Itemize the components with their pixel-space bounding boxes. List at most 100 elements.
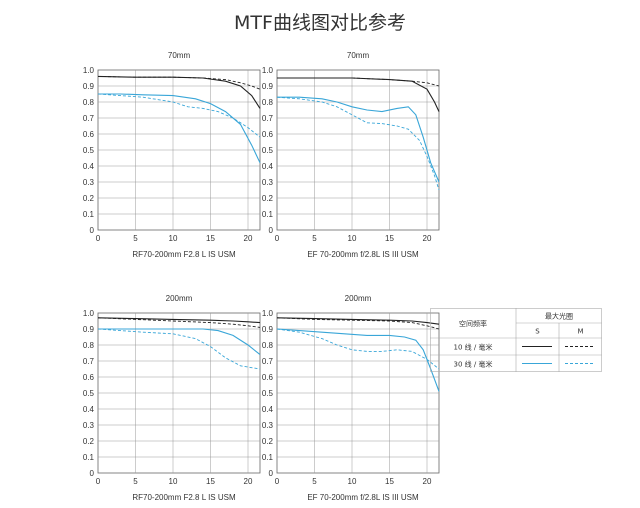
series-line-30lp-s xyxy=(98,328,261,356)
y-tick-label: 0.6 xyxy=(262,130,274,139)
mtf-chart-ef-70mm: 70mm 0 0.1 0.2 0.3 0.4 0.5 0.6 0.7 0.8 0.9 1.0 0 5 10 1… xyxy=(257,48,449,259)
chart-title: 200mm xyxy=(166,294,193,303)
x-tick-label: 5 xyxy=(312,477,317,486)
mtf-chart-rf-200mm: 200mm 0 0.1 0.2 0.3 0.4 0.5 0.6 0.7 0.8 0.9 1.0 0 5 10… xyxy=(78,291,270,502)
y-tick-label: 0.7 xyxy=(83,114,95,123)
mtf-chart-ef-200mm: 200mm 0 0.1 0.2 0.3 0.4 0.5 0.6 0.7 0.8 0.9 1.0 0 5 10… xyxy=(257,291,449,502)
series-line-10lp-s xyxy=(277,77,440,112)
y-tick-label: 0.4 xyxy=(83,162,95,171)
y-tick-label: 0.5 xyxy=(83,389,95,398)
series-line-30lp-s xyxy=(98,93,261,164)
y-tick-label: 0.8 xyxy=(83,98,95,107)
series-line-10lp-s xyxy=(276,317,440,325)
chart-caption: EF 70-200mm f/2.8L IS III USM xyxy=(307,250,419,259)
y-tick-label: 0 xyxy=(90,469,95,478)
mtf-chart-svg: 200mm 0 0.1 0.2 0.3 0.4 0.5 0.6 0.7 0.8 0.9 1.0 0 5 10… xyxy=(83,294,261,502)
y-tick-label: 0.9 xyxy=(262,82,274,91)
x-tick-label: 5 xyxy=(133,477,138,486)
y-tick-label: 0.3 xyxy=(83,421,95,430)
y-tick-label: 1.0 xyxy=(83,309,95,318)
legend-row-30lp: 30 线 / 毫米 xyxy=(454,360,493,369)
series-line-10lp-m xyxy=(97,75,261,90)
legend-table: 空间频率 最大光圈 S M 10 线 / 毫米 30 线 / 毫米 xyxy=(430,308,602,372)
series-line-10lp-m xyxy=(97,317,261,328)
page-title: MTF曲线图对比参考 xyxy=(234,12,406,34)
series-line-10lp-s xyxy=(97,75,261,109)
y-tick-label: 0 xyxy=(269,469,274,478)
mtf-chart-rf-70mm: 70mm 0 0.1 0.2 0.3 0.4 0.5 0.6 0.7 0.8 0.9 1.0 0 5 10 1… xyxy=(78,48,270,259)
y-tick-label: 0.4 xyxy=(262,405,274,414)
y-tick-label: 0.7 xyxy=(262,114,274,123)
mtf-chart-svg: 70mm 0 0.1 0.2 0.3 0.4 0.5 0.6 0.7 0.8 0.9 1.0 0 5 10 1… xyxy=(262,51,440,259)
x-tick-label: 10 xyxy=(348,234,357,243)
y-tick-label: 0.9 xyxy=(262,325,274,334)
x-tick-label: 5 xyxy=(133,234,138,243)
x-tick-label: 10 xyxy=(169,477,178,486)
chart-title: 200mm xyxy=(345,294,372,303)
y-tick-label: 0.2 xyxy=(262,194,274,203)
y-tick-label: 0.2 xyxy=(262,437,274,446)
x-tick-label: 20 xyxy=(244,477,253,486)
x-tick-label: 5 xyxy=(312,234,317,243)
chart-title: 70mm xyxy=(347,51,370,60)
y-tick-label: 0.1 xyxy=(262,453,274,462)
legend-header-aperture: 最大光圈 xyxy=(545,312,573,321)
legend-col-s: S xyxy=(535,328,540,336)
mtf-chart-svg: 70mm 0 0.1 0.2 0.3 0.4 0.5 0.6 0.7 0.8 0.9 1.0 0 5 10 1… xyxy=(83,51,261,259)
series-line-10lp-m xyxy=(277,77,440,87)
chart-caption: RF70-200mm F2.8 L IS USM xyxy=(132,493,236,502)
series-line-30lp-m xyxy=(97,328,261,370)
y-tick-label: 0.7 xyxy=(262,357,274,366)
y-tick-label: 0 xyxy=(90,226,95,235)
x-tick-label: 0 xyxy=(275,477,280,486)
y-tick-label: 0.3 xyxy=(262,178,274,187)
y-tick-label: 0.1 xyxy=(83,453,95,462)
chart-title: 70mm xyxy=(168,51,191,60)
chart-caption: EF 70-200mm f/2.8L IS III USM xyxy=(307,493,419,502)
mtf-chart-svg: 200mm 0 0.1 0.2 0.3 0.4 0.5 0.6 0.7 0.8 0.9 1.0 0 5 10… xyxy=(262,294,440,502)
series-line-10lp-s xyxy=(97,317,261,324)
y-tick-label: 0.9 xyxy=(83,82,95,91)
legend-header-frequency: 空间频率 xyxy=(459,319,487,328)
legend-row-10lp: 10 线 / 毫米 xyxy=(454,343,493,352)
y-tick-label: 0.2 xyxy=(83,437,95,446)
y-tick-label: 0.5 xyxy=(83,146,95,155)
y-tick-label: 0.3 xyxy=(262,421,274,430)
y-tick-label: 0.8 xyxy=(262,98,274,107)
x-tick-label: 15 xyxy=(206,477,215,486)
x-tick-label: 20 xyxy=(244,234,253,243)
y-tick-label: 0.6 xyxy=(83,130,95,139)
legend-svg: 空间频率 最大光圈 S M 10 线 / 毫米 30 线 / 毫米 xyxy=(430,308,602,372)
y-tick-label: 0 xyxy=(269,226,274,235)
x-tick-label: 15 xyxy=(385,477,394,486)
chart-caption: RF70-200mm F2.8 L IS USM xyxy=(132,250,236,259)
legend-col-m: M xyxy=(577,328,583,336)
x-tick-label: 0 xyxy=(96,234,101,243)
y-tick-label: 0.6 xyxy=(83,373,95,382)
y-tick-label: 0.8 xyxy=(262,341,274,350)
x-tick-label: 15 xyxy=(385,234,394,243)
y-tick-label: 1.0 xyxy=(262,309,274,318)
y-tick-label: 0.4 xyxy=(83,405,95,414)
y-tick-label: 1.0 xyxy=(262,66,274,75)
series-line-30lp-m xyxy=(276,96,440,191)
y-tick-label: 0.2 xyxy=(83,194,95,203)
x-tick-label: 10 xyxy=(169,234,178,243)
x-tick-label: 0 xyxy=(275,234,280,243)
y-tick-label: 0.9 xyxy=(83,325,95,334)
y-tick-label: 0.1 xyxy=(83,210,95,219)
x-tick-label: 10 xyxy=(348,477,357,486)
y-tick-label: 0.6 xyxy=(262,373,274,382)
y-tick-label: 0.3 xyxy=(83,178,95,187)
y-tick-label: 0.7 xyxy=(83,357,95,366)
y-tick-label: 0.1 xyxy=(262,210,274,219)
series-line-30lp-m xyxy=(97,93,261,138)
y-tick-label: 0.4 xyxy=(262,162,274,171)
y-tick-label: 1.0 xyxy=(83,66,95,75)
x-tick-label: 15 xyxy=(206,234,215,243)
y-tick-label: 0.5 xyxy=(262,146,274,155)
series-line-30lp-s xyxy=(276,328,440,392)
x-tick-label: 20 xyxy=(423,234,432,243)
series-line-10lp-m xyxy=(276,317,440,330)
series-line-30lp-s xyxy=(277,96,440,183)
